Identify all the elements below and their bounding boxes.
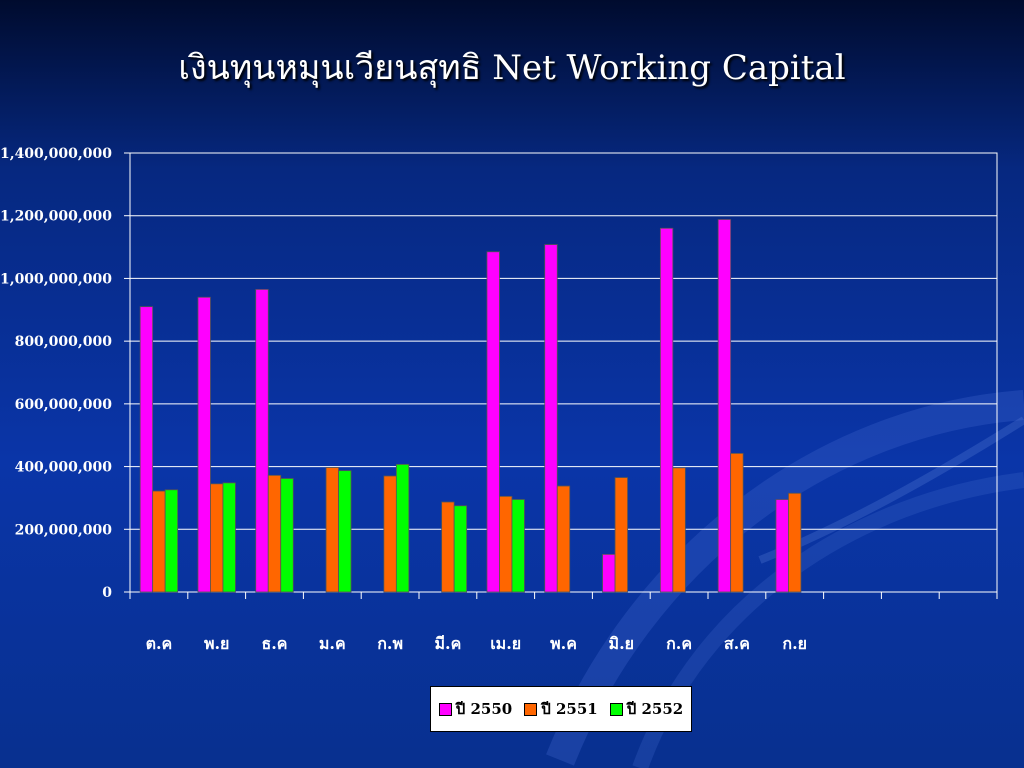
- legend-label: ปี 2551: [541, 700, 598, 718]
- y-tick-label: 800,000,000: [15, 334, 113, 350]
- bar: [730, 453, 744, 593]
- legend-label: ปี 2550: [455, 700, 513, 718]
- y-tick-label: 1,400,000,000: [0, 146, 112, 162]
- bar: [717, 219, 732, 593]
- legend-swatch: [609, 702, 623, 716]
- bar: [775, 499, 789, 593]
- bar: [325, 467, 339, 593]
- chart-legend: ปี 2550 ปี 2551 ปี 2552: [430, 686, 692, 732]
- x-tick-label: ก.ค: [666, 634, 692, 653]
- x-tick-label: มี.ค: [434, 634, 461, 653]
- legend-label: ปี 2552: [626, 700, 684, 718]
- bar: [486, 251, 500, 593]
- legend-item: ปี 2551: [524, 697, 598, 721]
- bar: [139, 306, 154, 593]
- bar: [222, 482, 236, 593]
- x-tick-label: มิ.ย: [609, 634, 635, 653]
- bar: [441, 501, 455, 593]
- legend-swatch: [524, 702, 538, 716]
- x-tick-label: เม.ย: [490, 634, 521, 653]
- x-tick-label: พ.ค: [550, 634, 577, 653]
- bar: [788, 492, 802, 593]
- bar: [338, 470, 352, 593]
- x-tick-label: พ.ย: [204, 634, 230, 653]
- bar: [556, 485, 571, 593]
- y-tick-label: 600,000,000: [15, 397, 113, 413]
- bar: [280, 478, 294, 593]
- bar: [511, 499, 525, 593]
- bar: [395, 463, 410, 593]
- bar: [453, 505, 468, 593]
- bar: [152, 490, 166, 593]
- chart-title: เงินทุนหมุนเวียนสุทธิ Net Working Capita…: [178, 48, 846, 88]
- x-tick-label: ก.พ: [377, 634, 403, 653]
- bar: [672, 467, 686, 593]
- x-tick-label: ต.ค: [146, 634, 173, 653]
- bar: [659, 227, 674, 593]
- bar: [614, 477, 628, 593]
- bar: [602, 553, 616, 593]
- y-tick-label: 400,000,000: [15, 460, 113, 476]
- x-tick-label: ส.ค: [724, 634, 750, 653]
- x-tick-label: ก.ย: [782, 634, 807, 653]
- bar: [544, 244, 558, 593]
- bar: [499, 495, 513, 593]
- bar: [383, 475, 397, 593]
- y-tick-label: 1,200,000,000: [0, 209, 112, 225]
- x-tick-label: ม.ค: [319, 634, 346, 653]
- bar: [164, 489, 179, 593]
- y-tick-label: 1,000,000,000: [0, 271, 112, 287]
- bar-chart: 0 200,000,000 400,000,000 600,000,000 800,00…: [0, 146, 807, 653]
- legend-swatch: [438, 702, 452, 716]
- bar: [255, 289, 269, 593]
- bar: [267, 474, 282, 593]
- y-tick-label: 0: [102, 585, 112, 601]
- y-tick-label: 200,000,000: [15, 522, 113, 538]
- bar: [210, 483, 224, 593]
- x-tick-label: ธ.ค: [261, 634, 287, 653]
- legend-item: ปี 2552: [609, 697, 684, 721]
- legend-item: ปี 2550: [438, 697, 513, 721]
- bar: [197, 296, 211, 593]
